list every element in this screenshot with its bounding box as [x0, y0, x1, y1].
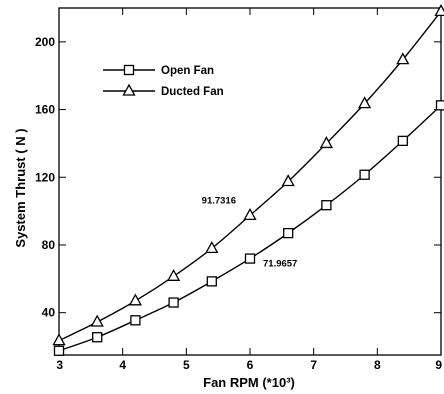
x-axis-title: Fan RPM (*10³) — [203, 375, 295, 390]
open-fan-point — [92, 332, 103, 343]
open-fan-point — [168, 297, 179, 308]
ducted-fan-point — [243, 208, 257, 221]
ducted-fan-point — [281, 174, 295, 187]
ducted-fan-point — [434, 4, 444, 17]
open-fan-point — [130, 315, 141, 326]
ducted-fan-point — [319, 136, 333, 149]
legend-marker-open-fan — [123, 64, 135, 76]
open-fan-point — [435, 100, 444, 111]
open-fan-point — [283, 227, 294, 239]
open-fan-point — [53, 345, 65, 356]
open-fan-point — [244, 253, 256, 264]
y-tick-label: 80 — [42, 238, 56, 252]
ducted-fan-point — [396, 52, 410, 65]
legend-marker-ducted-fan — [122, 83, 136, 96]
ducted-fan-point — [167, 268, 181, 281]
ducted-fan-point — [52, 333, 66, 346]
x-tick-label: 4 — [119, 358, 126, 372]
ducted-fan-point — [128, 293, 142, 306]
y-axis-title: System Thrust ( N ) — [13, 128, 28, 247]
ducted-fan-point — [205, 241, 219, 254]
x-tick-label: 6 — [247, 358, 254, 372]
y-tick-label: 200 — [35, 35, 55, 49]
x-tick-label: 7 — [310, 358, 317, 372]
open-fan-point — [206, 276, 217, 287]
x-tick-label: 9 — [435, 358, 442, 372]
open-fan-point — [359, 169, 370, 180]
open-fan-point — [397, 135, 408, 147]
annotation-ducted-fan: 91.7316 — [202, 195, 236, 206]
y-tick-label: 160 — [35, 103, 55, 117]
legend-label-ducted-fan: Ducted Fan — [161, 86, 224, 98]
plot-area-frame — [58, 7, 442, 356]
ducted-fan-line — [58, 10, 442, 342]
legend-label-open-fan: Open Fan — [161, 65, 214, 77]
open-fan-line — [58, 104, 442, 352]
x-tick-label: 8 — [374, 358, 381, 372]
y-tick-label: 40 — [42, 306, 56, 320]
x-tick-label: 5 — [183, 358, 190, 372]
ducted-fan-point — [90, 314, 104, 327]
annotation-open-fan: 71.9657 — [263, 259, 297, 270]
x-tick-label: 3 — [56, 358, 63, 372]
y-tick-label: 120 — [35, 170, 55, 184]
ducted-fan-point — [358, 96, 372, 109]
open-fan-point — [321, 200, 332, 211]
